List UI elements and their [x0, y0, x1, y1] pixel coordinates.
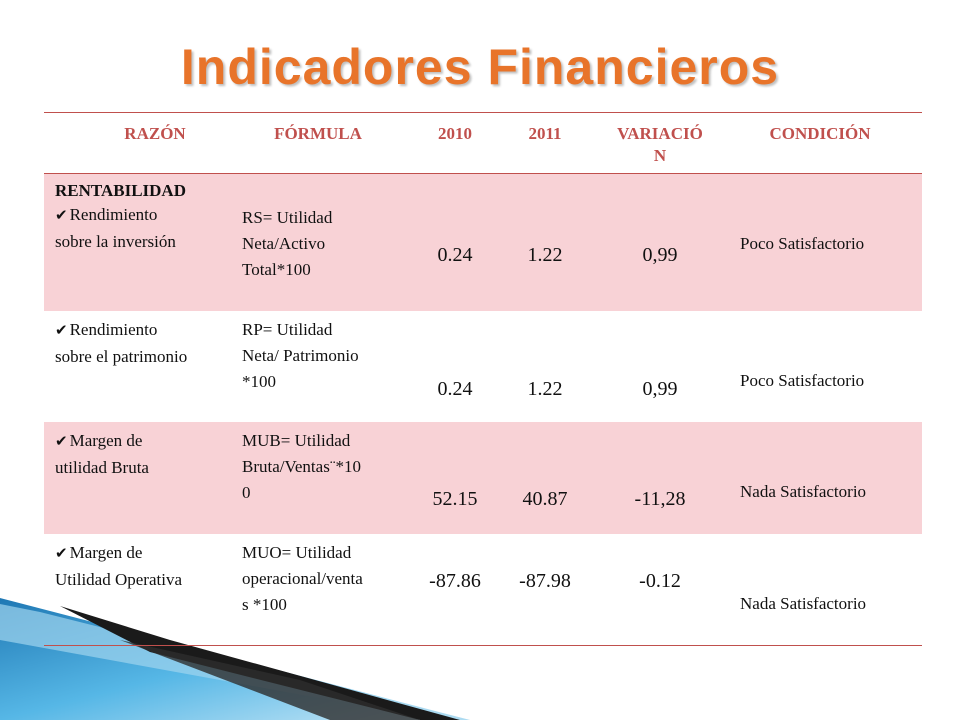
row-condicion: Nada Satisfactorio	[740, 594, 867, 613]
row-name-line2: Utilidad Operativa	[55, 570, 182, 589]
check-icon: ✔	[55, 434, 68, 450]
row-name-line1: ✔ Margen de	[55, 543, 143, 562]
row-condicion: Poco Satisfactorio	[740, 234, 865, 253]
header-2011: 2011	[528, 124, 562, 143]
row-condicion: Nada Satisfactorio	[740, 482, 867, 501]
page-title: Indicadores Financieros	[180, 39, 780, 95]
table-row: ✔ Rendimiento sobre el patrimonio	[55, 317, 235, 370]
header-condicion: CONDICIÓN	[769, 124, 871, 143]
table-row: ✔ Margen de utilidad Bruta	[55, 428, 235, 481]
row-condicion: Poco Satisfactorio	[740, 371, 865, 390]
row-band-3	[44, 422, 922, 534]
row-formula: MUB= Utilidad Bruta/Ventas¨*10 0	[242, 431, 361, 502]
row-value-variacion: 0,99	[642, 244, 678, 266]
row-value-2011: 40.87	[522, 488, 568, 510]
row-value-2011: 1.22	[527, 378, 563, 400]
row-formula: RP= Utilidad Neta/ Patrimonio *100	[242, 320, 359, 391]
header-razon: RAZÓN	[124, 124, 186, 143]
row-value-variacion: -0.12	[639, 570, 681, 592]
table-bottom-rule	[44, 645, 922, 646]
row-name-line2: sobre la inversión	[55, 232, 176, 251]
header-variacion-line2: N	[653, 146, 667, 165]
row-value-variacion: -11,28	[634, 488, 686, 510]
row-name-line2: sobre el patrimonio	[55, 347, 188, 366]
row-name-line1: ✔ Margen de	[55, 431, 143, 450]
row-value-2010: 0.24	[437, 244, 473, 266]
row-band-1	[44, 174, 922, 311]
row-value-2010: 0.24	[437, 378, 473, 400]
table-top-rule	[44, 112, 922, 113]
table-row: ✔ Margen de Utilidad Operativa	[55, 540, 235, 593]
header-bottom-rule	[44, 173, 922, 174]
table-row: RENTABILIDAD ✔ Rendimiento sobre la inver…	[55, 180, 235, 255]
header-formula: FÓRMULA	[274, 124, 362, 143]
check-icon: ✔	[55, 208, 68, 224]
row-name-line2: utilidad Bruta	[55, 458, 149, 477]
check-icon: ✔	[55, 323, 68, 339]
check-icon: ✔	[55, 546, 68, 562]
header-2010: 2010	[438, 124, 472, 143]
row-value-variacion: 0,99	[642, 378, 678, 400]
row-formula: MUO= Utilidad operacional/venta s *100	[242, 543, 363, 614]
header-variacion-line1: VARIACIÓ	[617, 124, 703, 143]
row-name-line1: ✔ Rendimiento	[55, 205, 158, 224]
header-variacion: VARIACIÓ N	[605, 123, 715, 167]
row-formula: RS= Utilidad Neta/Activo Total*100	[242, 208, 333, 279]
row-value-2010: 52.15	[432, 488, 478, 510]
section-label: RENTABILIDAD	[55, 181, 186, 200]
row-value-2010: -87.86	[429, 570, 481, 592]
row-name-line1: ✔ Rendimiento	[55, 320, 158, 339]
row-value-2011: -87.98	[519, 570, 571, 592]
row-value-2011: 1.22	[527, 244, 563, 266]
